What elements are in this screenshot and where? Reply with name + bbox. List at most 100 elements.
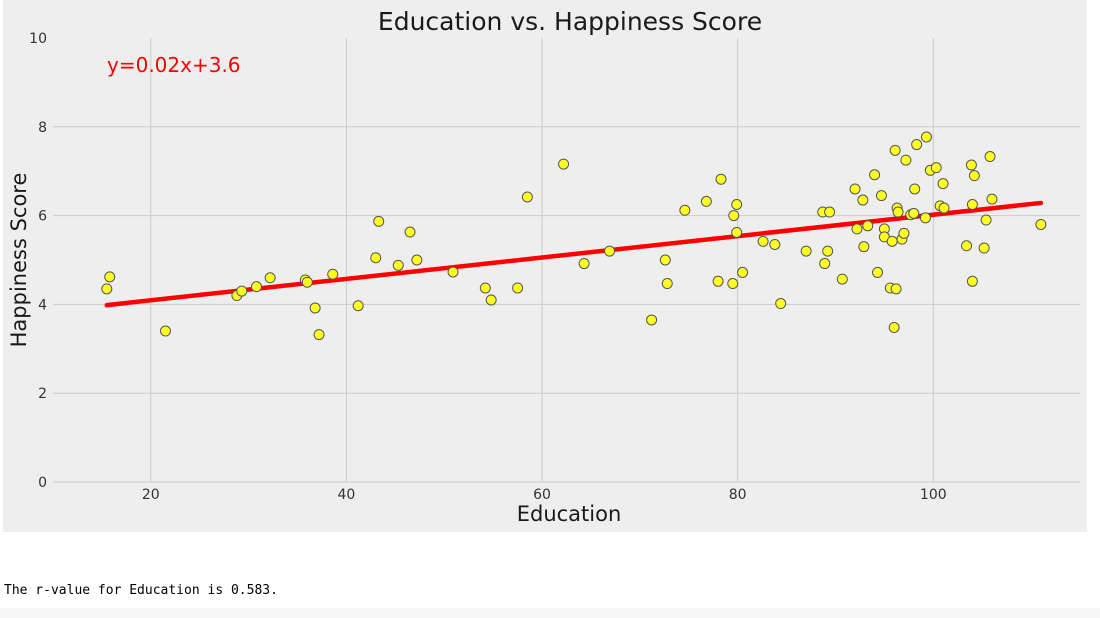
x-tick-label: 40 <box>338 487 356 503</box>
chart-title: Education vs. Happiness Score <box>378 7 762 36</box>
scatter-point <box>862 220 874 232</box>
scatter-point <box>521 191 533 203</box>
scatter-point <box>301 276 313 288</box>
y-tick-label: 8 <box>38 120 47 136</box>
scatter-point <box>370 252 382 264</box>
chart-svg: 20 40 60 80 100 0 2 4 6 8 10 Education vs. Happine… <box>3 0 1087 532</box>
scatter-point <box>479 282 491 294</box>
scatter-point <box>920 131 932 143</box>
scatter-point <box>857 194 869 206</box>
x-tick-label: 100 <box>920 487 947 503</box>
scatter-point <box>930 162 942 174</box>
scatter-point <box>889 144 901 156</box>
regression-equation: y=0.02x+3.6 <box>107 53 241 77</box>
scatter-point <box>352 300 364 312</box>
scatter-point <box>849 183 861 195</box>
r-value-output: The r-value for Education is 0.583. <box>4 583 278 598</box>
tick-labels: 20 40 60 80 100 0 2 4 6 8 10 <box>29 31 946 503</box>
scatter-point <box>327 268 339 280</box>
scatter-point <box>101 283 113 295</box>
scatter-point <box>898 227 910 239</box>
x-tick-label: 20 <box>142 487 160 503</box>
scatter-point <box>404 226 416 238</box>
scatter-point <box>984 151 996 163</box>
scatter-point <box>646 314 658 326</box>
scatter-point <box>851 223 863 235</box>
scatter-point <box>661 278 673 290</box>
scatter-point <box>819 258 831 270</box>
scatter-point <box>966 199 978 210</box>
scatter-point <box>558 158 570 170</box>
scatter-point <box>1035 218 1047 230</box>
regression-line <box>104 200 1044 308</box>
regression-line-layer <box>104 200 1044 308</box>
x-axis-label: Education <box>517 502 622 526</box>
scatter-point <box>822 245 834 257</box>
scatter-point <box>968 170 980 182</box>
scatter-point <box>836 273 848 285</box>
y-tick-label: 2 <box>38 386 47 402</box>
scatter-point <box>659 254 671 266</box>
scatter-point <box>250 281 262 293</box>
scatter-point <box>578 258 590 270</box>
scatter-point <box>872 266 884 278</box>
scatter-point <box>869 169 881 181</box>
scatter-point <box>373 215 385 227</box>
scatter-point <box>485 294 497 306</box>
scatter-point <box>731 226 743 238</box>
scatter-point <box>731 199 743 210</box>
scatter-point <box>886 235 898 247</box>
y-tick-label: 0 <box>38 475 47 491</box>
y-tick-label: 6 <box>38 209 47 225</box>
y-tick-label: 10 <box>29 31 47 47</box>
figure-background <box>3 0 1087 532</box>
scatter-point <box>512 282 524 294</box>
scatter-point <box>309 302 321 314</box>
scatter-point <box>447 266 459 278</box>
scatter-point <box>909 183 921 195</box>
scatter-point <box>908 207 920 219</box>
scatter-point <box>980 214 992 226</box>
y-tick-label: 4 <box>38 297 47 313</box>
scatter-point <box>728 210 740 222</box>
scatter-point <box>875 190 887 202</box>
scatter-point <box>892 206 904 218</box>
scatter-point <box>392 259 404 271</box>
scatter-point <box>104 271 116 283</box>
scatter-point <box>411 254 423 266</box>
output-area-bottom <box>0 608 1100 618</box>
scatter-point <box>986 193 998 205</box>
scatter-point <box>769 238 781 250</box>
scatter-point <box>966 275 978 287</box>
x-tick-label: 60 <box>533 487 551 503</box>
scatter-point <box>800 245 812 257</box>
scatter-point <box>919 212 931 224</box>
scatter-point <box>961 240 973 252</box>
scatter-point <box>737 266 749 278</box>
scatter-point <box>900 154 912 166</box>
scatter-point <box>236 285 248 297</box>
scatter-point <box>978 242 990 254</box>
scatter-point <box>313 329 325 341</box>
scatter-point <box>888 321 900 333</box>
scatter-point <box>715 173 727 185</box>
scatter-point <box>824 206 836 218</box>
scatter-point <box>757 235 769 247</box>
scatter-point <box>965 159 977 171</box>
scatter-points <box>101 131 1047 341</box>
scatter-point <box>679 204 691 216</box>
scatter-point <box>700 195 712 207</box>
scatter-point <box>264 272 276 284</box>
scatter-point <box>937 178 949 190</box>
scatter-point <box>890 283 902 295</box>
scatter-point <box>858 241 870 253</box>
scatter-point <box>938 202 950 214</box>
scatter-point <box>911 139 923 151</box>
scatter-point <box>775 298 787 310</box>
x-tick-label: 80 <box>729 487 747 503</box>
scatter-chart: 20 40 60 80 100 0 2 4 6 8 10 Education vs. Happine… <box>3 0 1087 532</box>
scatter-point <box>159 325 171 337</box>
y-axis-label: Happiness Score <box>7 173 31 348</box>
scatter-point <box>604 245 616 257</box>
scatter-point <box>727 278 739 290</box>
